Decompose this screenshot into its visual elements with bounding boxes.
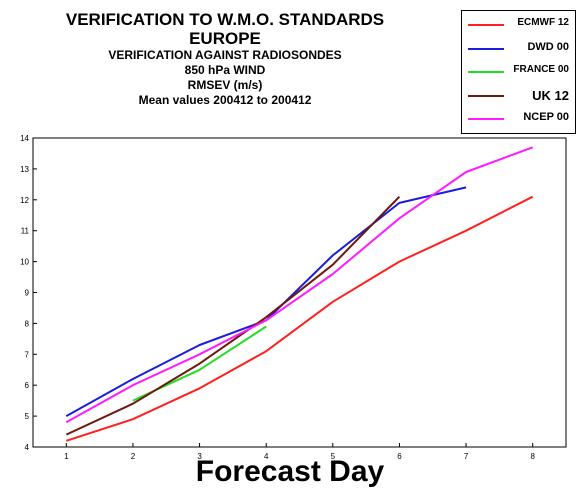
y-tick-label: 9: [25, 289, 30, 298]
y-tick-label: 6: [25, 381, 30, 390]
series-line-ncep-00: [65, 146, 534, 424]
x-tick-label: 1: [64, 452, 69, 461]
legend-item-ecmwf-12: ECMWF 12: [462, 15, 575, 35]
legend-label: FRANCE 00: [513, 64, 569, 75]
x-tick-label: 5: [331, 452, 336, 461]
chart-title-block: VERIFICATION TO W.M.O. STANDARDS EUROPE …: [40, 10, 410, 108]
x-tick-label: 2: [131, 452, 136, 461]
series-line-dwd-00: [65, 186, 467, 417]
legend-swatch: [468, 24, 504, 26]
x-axis-label: Forecast Day: [195, 455, 385, 488]
chart-region: EUROPE: [189, 29, 261, 48]
x-tick-label: 3: [197, 452, 202, 461]
chart-subtitle-1: VERIFICATION AGAINST RADIOSONDES: [108, 48, 342, 62]
y-tick-label: 8: [25, 319, 30, 328]
x-tick-label: 8: [530, 452, 535, 461]
y-tick-label: 11: [21, 227, 30, 236]
x-tick-label: 6: [397, 452, 402, 461]
legend-label: NCEP 00: [523, 111, 569, 123]
legend-item-ncep-00: NCEP 00: [462, 109, 575, 129]
legend-swatch: [468, 118, 504, 120]
chart-title: VERIFICATION TO W.M.O. STANDARDS: [65, 10, 385, 29]
y-tick-label: 12: [20, 196, 29, 205]
series-line-ecmwf-12: [65, 195, 534, 442]
chart-subtitle-3: RMSEV (m/s): [187, 78, 263, 92]
legend-label: UK 12: [532, 87, 569, 103]
legend-label: DWD 00: [527, 40, 569, 53]
chart-subtitle-2: 850 hPa WIND: [184, 63, 266, 77]
legend-swatch: [468, 47, 504, 50]
legend: ECMWF 12 DWD 00 FRANCE 00 UK 12 NCEP 00: [461, 10, 576, 134]
y-tick-label: 13: [20, 165, 29, 174]
y-tick-label: 5: [25, 412, 30, 421]
legend-item-dwd-00: DWD 00: [462, 39, 575, 59]
legend-item-france-00: FRANCE 00: [462, 62, 575, 82]
legend-swatch: [468, 71, 504, 73]
x-tick-label: 7: [464, 452, 469, 461]
y-tick-label: 14: [20, 134, 29, 143]
y-tick-label: 10: [20, 258, 29, 267]
legend-item-uk-12: UK 12: [462, 86, 575, 106]
plot-frame: [32, 137, 567, 448]
y-tick-label: 4: [25, 443, 30, 452]
x-tick-label: 4: [264, 452, 269, 461]
y-tick-label: 7: [25, 350, 30, 359]
legend-swatch: [468, 94, 504, 97]
chart-subtitle-4: Mean values 200412 to 200412: [138, 93, 312, 107]
legend-label: ECMWF 12: [517, 17, 569, 28]
series-line-uk-12: [65, 196, 401, 436]
